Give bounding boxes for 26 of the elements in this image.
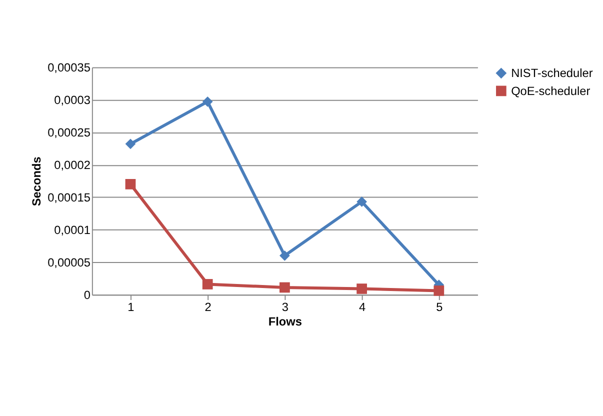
y-axis-title: Seconds — [30, 156, 44, 206]
y-tick-label: 0,00035 — [48, 60, 91, 75]
y-tick-label: 0,00005 — [48, 256, 91, 270]
point — [125, 178, 136, 190]
y-tick-label: 0,00015 — [48, 190, 91, 205]
x-tick-label: 1 — [128, 300, 135, 314]
x-tick-label: 3 — [282, 300, 289, 314]
x-tick-label: 2 — [204, 300, 212, 314]
legend-label: NIST-scheduler — [511, 66, 593, 80]
point — [125, 138, 136, 150]
y-tick-label: 0,00025 — [48, 126, 91, 140]
x-tick-label: 4 — [358, 300, 366, 314]
point — [434, 286, 444, 296]
x-tick-label: 5 — [436, 300, 444, 314]
point — [356, 196, 367, 207]
point — [202, 96, 213, 107]
point — [202, 279, 213, 290]
point — [280, 282, 290, 293]
legend-label: QoE-scheduler — [511, 84, 590, 98]
x-axis-title: Flows — [268, 314, 302, 329]
point — [356, 284, 367, 294]
y-tick-label: 0,0003 — [54, 93, 91, 108]
y-tick-label: 0,0001 — [54, 223, 91, 238]
y-tick-label: 0 — [84, 288, 91, 302]
point — [280, 250, 290, 261]
y-tick-label: 0,0002 — [54, 158, 90, 172]
